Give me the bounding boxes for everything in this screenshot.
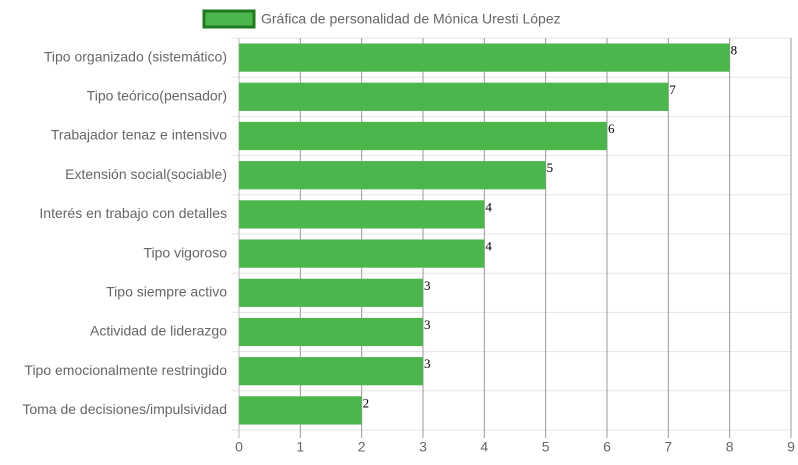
bar (239, 239, 485, 268)
value-label: 3 (424, 317, 431, 332)
bar (239, 317, 423, 347)
y-tick-label: Extensión social(sociable) (65, 166, 227, 182)
value-label: 2 (363, 395, 370, 410)
bar (239, 161, 546, 190)
x-tick-label: 4 (480, 439, 488, 455)
bar (239, 121, 607, 151)
y-tick-label: Tipo teórico(pensador) (87, 88, 227, 104)
value-label: 3 (424, 278, 431, 293)
legend-swatch (202, 9, 256, 29)
y-tick-label: Trabajador tenaz e intensivo (51, 127, 227, 143)
value-label: 7 (669, 82, 676, 97)
x-tick-label: 8 (726, 439, 734, 455)
x-tick-label: 0 (235, 439, 243, 455)
value-label: 4 (485, 239, 492, 254)
value-label: 5 (547, 160, 554, 175)
y-tick-label: Tipo emocionalmente restringido (24, 362, 227, 378)
y-tick-label: Tipo vigoroso (143, 244, 227, 260)
x-tick-label: 9 (787, 439, 795, 455)
bar (239, 82, 669, 111)
bar (239, 278, 423, 307)
y-tick-label: Toma de decisiones/impulsividad (22, 401, 227, 417)
value-label: 8 (731, 43, 738, 58)
bar (239, 396, 362, 425)
value-label: 4 (485, 199, 492, 214)
bar (239, 357, 423, 386)
value-label: 6 (608, 121, 615, 136)
y-tick-label: Interés en trabajo con detalles (39, 205, 227, 221)
y-tick-label: Actividad de liderazgo (90, 323, 227, 339)
x-tick-label: 7 (664, 439, 672, 455)
legend-label: Gráfica de personalidad de Mónica Uresti… (261, 11, 561, 27)
y-tick-label: Tipo siempre activo (106, 284, 227, 300)
bar (239, 200, 485, 229)
x-tick-label: 5 (542, 439, 550, 455)
bar (239, 43, 730, 72)
x-tick-label: 3 (419, 439, 427, 455)
x-tick-label: 1 (296, 439, 304, 455)
x-tick-label: 2 (358, 439, 366, 455)
y-tick-label: Tipo organizado (sistemático) (44, 48, 227, 64)
value-label: 3 (424, 356, 431, 371)
x-tick-label: 6 (603, 439, 611, 455)
